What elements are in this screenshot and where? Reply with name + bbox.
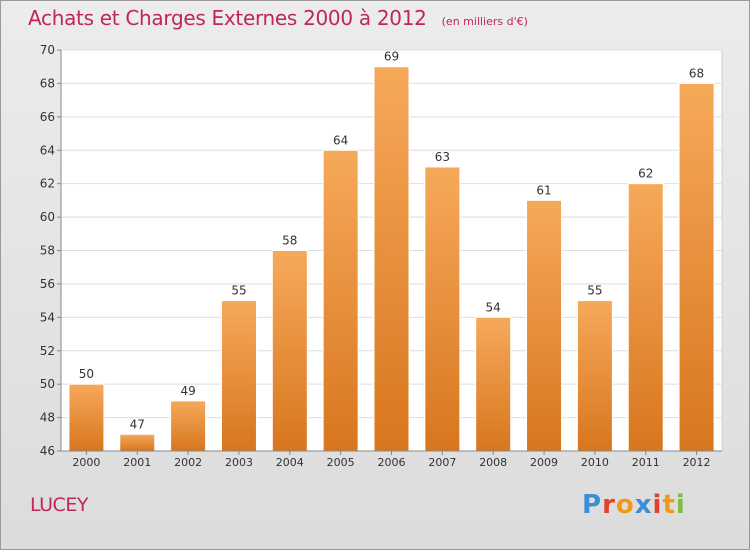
chart-title: Achats et Charges Externes 2000 à 2012	[28, 6, 427, 30]
logo-letter: P	[582, 490, 603, 520]
x-tick-label: 2003	[225, 456, 253, 469]
data-label: 64	[333, 133, 348, 147]
bar	[271, 250, 308, 452]
chart-header: Achats et Charges Externes 2000 à 2012 (…	[28, 6, 528, 30]
y-tick-label: 60	[40, 210, 55, 224]
x-tick-label: 2001	[123, 456, 151, 469]
town-name: LUCEY	[30, 494, 88, 516]
chart-unit: (en milliers d'€)	[441, 15, 528, 28]
bar	[322, 149, 359, 452]
bar	[424, 166, 461, 452]
y-tick-label: 48	[40, 411, 55, 425]
data-label: 68	[689, 66, 704, 80]
data-label: 63	[435, 150, 450, 164]
y-tick-label: 56	[40, 277, 55, 291]
data-label: 62	[638, 167, 653, 181]
x-tick-label: 2009	[530, 456, 558, 469]
proxiti-logo[interactable]: Proxiti	[582, 490, 686, 520]
logo-letter: r	[602, 490, 616, 520]
labels: 50 2000 47 2001 49 2002 55 2003 58 2004 64 2005 69 20…	[72, 50, 710, 469]
bars	[68, 66, 715, 452]
x-tick-label: 2011	[632, 456, 660, 469]
y-tick-label: 66	[40, 110, 55, 124]
bar	[119, 433, 156, 452]
bar	[475, 316, 512, 452]
logo-letter: o	[615, 490, 635, 520]
data-label: 47	[130, 417, 145, 431]
data-label: 55	[231, 284, 246, 298]
data-label: 49	[180, 384, 195, 398]
y-tick-label: 46	[40, 444, 55, 458]
bar	[627, 183, 664, 452]
x-tick-label: 2008	[479, 456, 507, 469]
y-tick-label: 52	[40, 344, 55, 358]
x-tick-label: 2010	[581, 456, 609, 469]
data-label: 58	[282, 234, 297, 248]
x-tick-label: 2002	[174, 456, 202, 469]
x-tick-label: 2000	[72, 456, 100, 469]
logo-letter: t	[662, 490, 676, 520]
bar	[678, 82, 715, 452]
logo-letter: i	[652, 490, 663, 520]
data-label: 69	[384, 50, 399, 64]
axes: 46 48 50 52 54 56 58 60 62 64 66 68 70	[40, 43, 722, 458]
x-tick-label: 2012	[683, 456, 711, 469]
y-tick-label: 58	[40, 244, 55, 258]
y-tick-label: 50	[40, 377, 55, 391]
y-tick-label: 68	[40, 76, 55, 90]
bar	[373, 66, 410, 452]
bar	[576, 300, 613, 452]
bar	[68, 383, 105, 452]
x-tick-label: 2006	[378, 456, 406, 469]
data-label: 61	[536, 183, 551, 197]
bar	[220, 300, 257, 452]
x-tick-label: 2005	[327, 456, 355, 469]
y-tick-label: 54	[40, 310, 55, 324]
data-label: 54	[486, 300, 501, 314]
x-tick-label: 2004	[276, 456, 304, 469]
data-label: 50	[79, 367, 94, 381]
y-tick-label: 70	[40, 43, 55, 57]
x-tick-label: 2007	[428, 456, 456, 469]
y-tick-label: 62	[40, 177, 55, 191]
logo-letter: i	[675, 490, 686, 520]
data-label: 55	[587, 284, 602, 298]
logo-letter: x	[634, 490, 653, 520]
y-tick-label: 64	[40, 143, 55, 157]
bar	[526, 199, 563, 452]
bar	[170, 400, 207, 452]
